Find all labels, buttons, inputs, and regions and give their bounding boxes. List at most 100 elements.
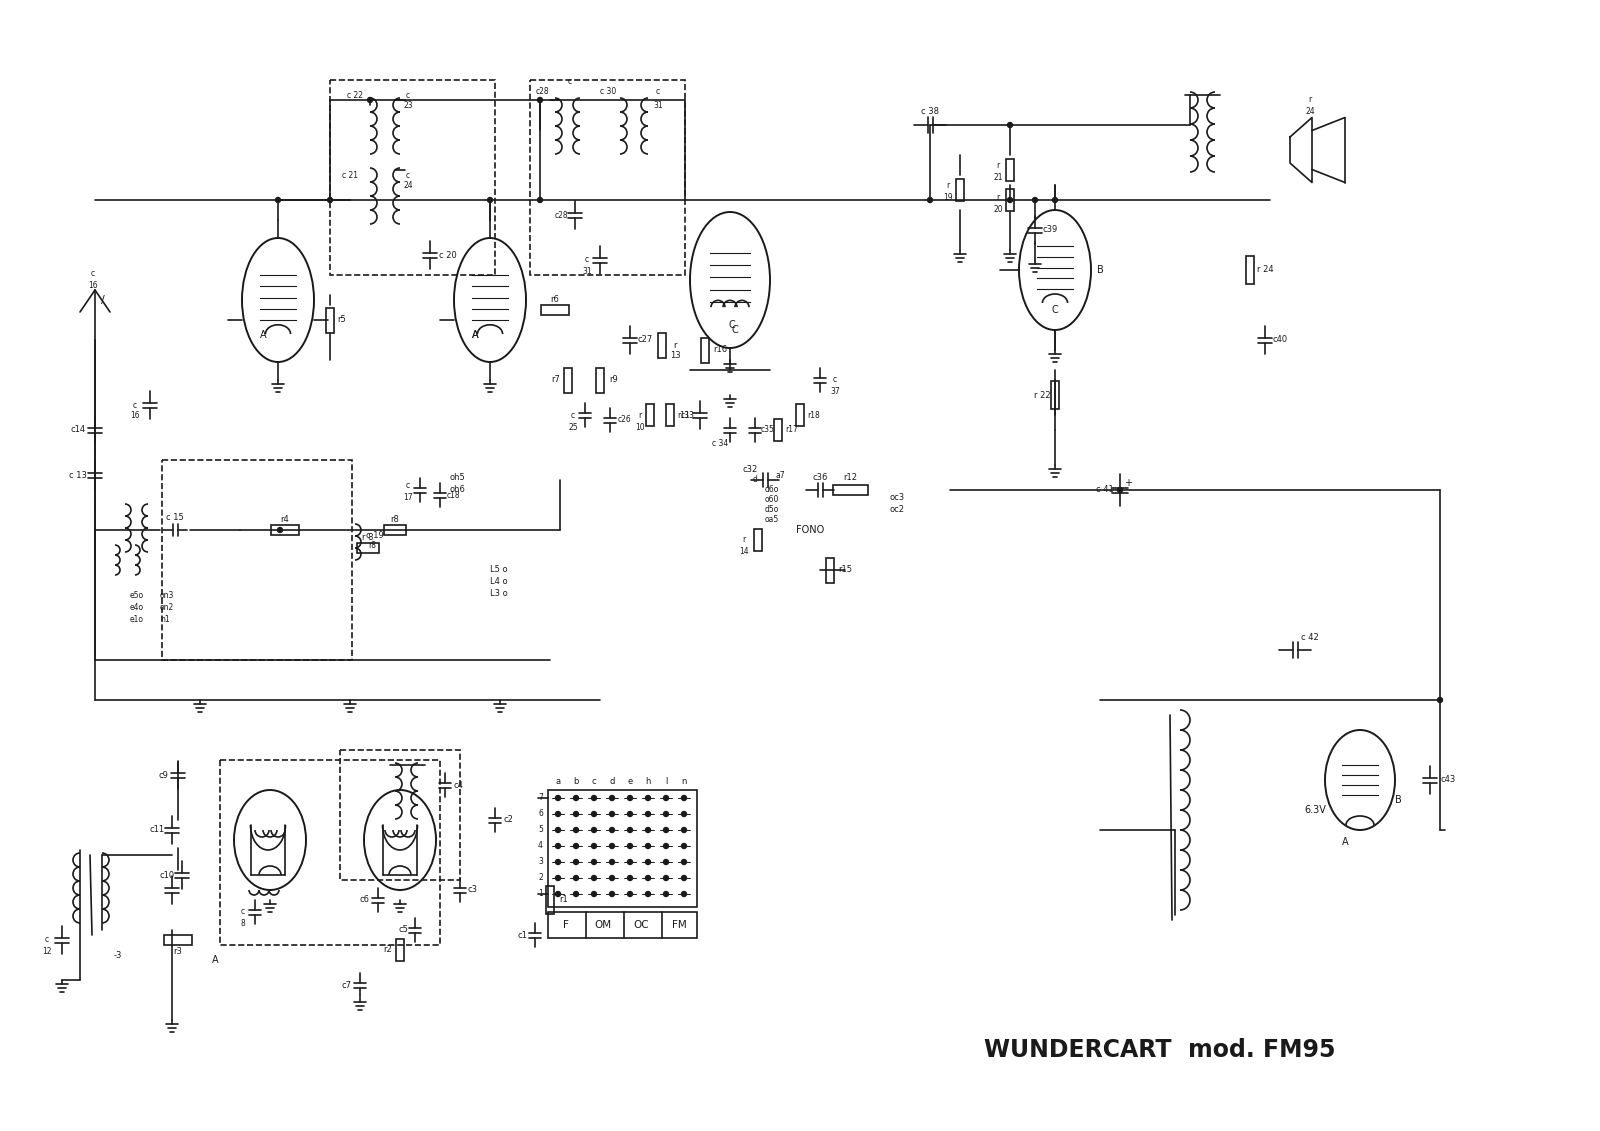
Text: r16: r16	[714, 345, 726, 354]
Circle shape	[664, 891, 669, 897]
Circle shape	[645, 812, 651, 817]
Text: r12: r12	[843, 474, 858, 483]
Text: 13: 13	[670, 351, 680, 360]
Circle shape	[682, 844, 686, 848]
Text: oc2: oc2	[890, 506, 906, 515]
Circle shape	[645, 844, 651, 848]
Bar	[397, 939, 403, 961]
Circle shape	[1053, 198, 1058, 202]
Bar	[162, 460, 352, 661]
Text: c9: c9	[158, 770, 168, 779]
Text: 24: 24	[1306, 107, 1315, 116]
Circle shape	[627, 795, 632, 801]
Circle shape	[610, 875, 614, 881]
Circle shape	[328, 198, 333, 202]
Circle shape	[645, 860, 651, 864]
Text: oa5: oa5	[765, 516, 779, 525]
Bar	[1006, 159, 1014, 181]
Bar	[646, 404, 654, 426]
Text: r: r	[742, 535, 746, 544]
Text: r 24: r 24	[1256, 266, 1274, 275]
Circle shape	[573, 828, 579, 832]
Text: 3: 3	[538, 857, 542, 866]
Text: c: c	[568, 78, 573, 86]
Bar	[563, 368, 573, 392]
Circle shape	[627, 860, 632, 864]
Bar	[826, 558, 834, 582]
Circle shape	[664, 860, 669, 864]
Bar	[754, 529, 762, 551]
Text: r7: r7	[552, 375, 560, 385]
Text: L3 o: L3 o	[490, 589, 507, 598]
Text: c: c	[91, 269, 94, 278]
Text: 6.3V: 6.3V	[1304, 805, 1326, 815]
Circle shape	[573, 812, 579, 817]
Text: r8: r8	[390, 516, 400, 525]
Text: l: l	[666, 777, 667, 786]
Circle shape	[573, 891, 579, 897]
Text: c33: c33	[682, 411, 694, 420]
Text: r17: r17	[786, 425, 798, 434]
Text: c36: c36	[813, 474, 827, 483]
Text: 7: 7	[538, 794, 542, 803]
Text: c: c	[406, 90, 410, 100]
Text: r: r	[1309, 95, 1312, 104]
Text: FONO: FONO	[795, 525, 824, 535]
Text: 6: 6	[538, 810, 542, 819]
Text: on2: on2	[160, 603, 174, 612]
Text: e1o: e1o	[130, 614, 144, 623]
Circle shape	[682, 891, 686, 897]
Text: c: c	[834, 375, 837, 385]
Text: r: r	[946, 181, 950, 190]
Text: 17: 17	[403, 492, 413, 501]
Text: C: C	[1051, 305, 1058, 316]
Text: r1: r1	[560, 896, 568, 905]
Text: -3: -3	[114, 950, 122, 959]
Text: 1: 1	[538, 889, 542, 898]
Circle shape	[573, 875, 579, 881]
Text: 19: 19	[942, 192, 954, 201]
Text: c28: c28	[534, 87, 549, 96]
Text: r: r	[997, 192, 1000, 201]
Text: r3: r3	[173, 948, 182, 957]
Circle shape	[488, 198, 493, 202]
Text: e4o: e4o	[130, 603, 144, 612]
Text: r 8: r 8	[362, 534, 374, 543]
Circle shape	[610, 860, 614, 864]
Text: F: F	[563, 920, 570, 930]
Bar	[330, 80, 494, 275]
Circle shape	[275, 198, 280, 202]
Text: L5 o: L5 o	[490, 566, 507, 575]
Circle shape	[538, 198, 542, 202]
Text: r6: r6	[550, 295, 560, 304]
Circle shape	[627, 828, 632, 832]
Text: B: B	[1395, 795, 1402, 805]
Text: c 38: c 38	[922, 107, 939, 116]
Text: c1: c1	[517, 931, 526, 940]
Text: o60: o60	[765, 495, 779, 504]
Text: r5: r5	[338, 316, 346, 325]
Text: c 20: c 20	[438, 250, 458, 259]
Text: r15: r15	[838, 566, 851, 575]
Bar	[339, 750, 461, 880]
Text: B: B	[1096, 265, 1104, 275]
Text: 20: 20	[994, 205, 1003, 214]
Text: c35: c35	[762, 425, 774, 434]
Text: +: +	[1123, 478, 1133, 489]
Text: d6o: d6o	[765, 485, 779, 494]
Bar	[666, 404, 674, 426]
Circle shape	[610, 812, 614, 817]
Text: c4: c4	[453, 780, 462, 789]
Text: c3: c3	[467, 886, 478, 895]
Circle shape	[1008, 122, 1013, 128]
Text: c14: c14	[70, 425, 85, 434]
Circle shape	[555, 891, 560, 897]
Text: c: c	[133, 400, 138, 409]
Text: c: c	[586, 256, 589, 265]
Circle shape	[682, 828, 686, 832]
Text: c: c	[406, 481, 410, 490]
Circle shape	[1032, 198, 1037, 202]
Bar	[541, 305, 570, 316]
Circle shape	[645, 795, 651, 801]
Text: 24: 24	[403, 181, 413, 190]
